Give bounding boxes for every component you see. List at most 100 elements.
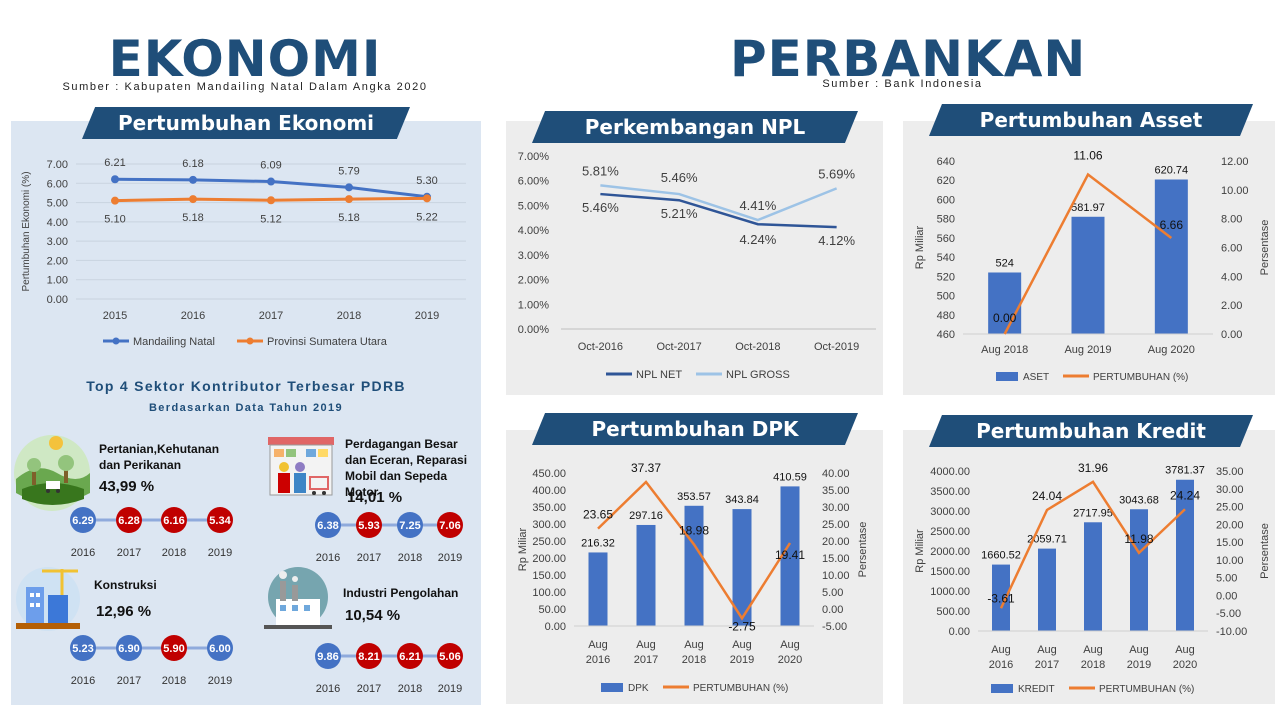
timeline-value: 6.28 — [118, 515, 139, 527]
timeline-value: 7.06 — [439, 520, 460, 532]
x-tick-label-year: 2018 — [1081, 659, 1105, 671]
agriculture-icon — [14, 435, 90, 511]
legend-label: PERTUMBUHAN (%) — [1099, 684, 1194, 695]
y-tick-label: 0.00% — [518, 324, 549, 336]
data-label: 5.69% — [818, 166, 855, 181]
timeline-dot — [397, 643, 423, 669]
x-tick-label: Aug 2019 — [1064, 344, 1111, 356]
timeline-value: 6.00 — [209, 643, 230, 655]
timeline-value: 5.34 — [209, 515, 231, 527]
y-tick-label: 640 — [937, 156, 955, 168]
banner-npl: Perkembangan NPL — [532, 111, 858, 143]
y-tick-label: 400.00 — [532, 485, 566, 497]
line-label: 37.37 — [631, 461, 661, 475]
construction-icon — [16, 567, 80, 631]
data-label: 5.81% — [582, 163, 619, 178]
data-point — [267, 196, 275, 205]
timeline-dot — [161, 507, 187, 533]
y-tick-label: 0.00 — [949, 626, 970, 638]
timeline-dot — [397, 512, 423, 538]
data-label: 4.12% — [818, 233, 855, 248]
y2-tick-label: 0.00 — [1221, 329, 1242, 341]
timeline-year: 2016 — [71, 547, 95, 559]
y2-tick-label: 15.00 — [822, 553, 850, 565]
y-tick-label: 560 — [937, 233, 955, 245]
bar-label: 410.59 — [773, 471, 807, 483]
timeline-dot — [161, 635, 187, 661]
bar-label: 2717.95 — [1073, 507, 1113, 519]
ekonomi-title: EKONOMI — [108, 30, 382, 88]
y-tick-label: 200.00 — [532, 553, 566, 565]
data-label: 5.46% — [582, 200, 619, 215]
line-label: 11.06 — [1073, 149, 1102, 163]
bar-label: 1660.52 — [981, 550, 1021, 562]
timeline-value: 7.25 — [399, 520, 420, 532]
y-axis-title: Rp Miliar — [914, 529, 926, 573]
npl-panel — [506, 121, 883, 395]
y2-tick-label: 20.00 — [822, 536, 850, 548]
timeline-value: 5.90 — [163, 643, 184, 655]
top4-title: Top 4 Sektor Kontributor Terbesar PDRB — [86, 378, 406, 394]
y2-tick-label: -5.00 — [1216, 608, 1241, 620]
y-tick-label: 0.00 — [47, 294, 68, 306]
sector-3-name: Konstruksi — [94, 578, 157, 592]
y2-tick-label: 0.00 — [1216, 590, 1237, 602]
perbankan-title: PERBANKAN — [730, 30, 1087, 88]
timeline-year: 2017 — [357, 552, 381, 564]
data-point — [111, 175, 119, 184]
y-tick-label: 620 — [937, 175, 955, 187]
bar — [992, 564, 1010, 631]
legend-swatch-bar — [991, 684, 1013, 693]
timeline-dot — [437, 643, 463, 669]
timeline-year: 2019 — [208, 675, 232, 687]
x-tick-label-month: Aug — [780, 639, 800, 651]
y-tick-label: 500.00 — [936, 606, 970, 618]
bar — [1130, 509, 1148, 631]
y-tick-label: 3.00% — [518, 250, 549, 262]
y2-tick-label: 20.00 — [1216, 519, 1244, 531]
data-label: 5.46% — [661, 170, 698, 185]
banner-asset: Pertumbuhan Asset — [929, 104, 1253, 136]
bar — [732, 509, 752, 626]
sector-2-pct: 14,01 % — [347, 489, 403, 506]
y-tick-label: 5.00 — [47, 198, 68, 210]
x-tick-label: Oct-2016 — [578, 341, 623, 353]
data-point — [189, 175, 197, 184]
bar — [588, 552, 608, 626]
timeline-value: 9.86 — [317, 651, 338, 663]
legend-label: ASET — [1023, 372, 1049, 383]
timeline-year: 2018 — [162, 547, 186, 559]
sector-1-name: Pertanian,Kehutanan dan Perikanan — [99, 442, 220, 472]
y-tick-label: 1000.00 — [930, 586, 970, 598]
x-tick-label-month: Aug — [684, 639, 704, 651]
timeline-dot — [315, 643, 341, 669]
y-tick-label: 350.00 — [532, 502, 566, 514]
timeline-year: 2017 — [117, 547, 141, 559]
timeline-dot — [70, 635, 96, 661]
y2-tick-label: -10.00 — [1216, 626, 1247, 638]
data-label: 6.21 — [104, 157, 125, 169]
sector-1-pct: 43,99 % — [99, 478, 155, 495]
y-tick-label: 3500.00 — [930, 486, 970, 498]
timeline-dot — [356, 512, 382, 538]
top4-subtitle: Berdasarkan Data Tahun 2019 — [148, 402, 344, 414]
sector-4-timeline: 9.86 2016 8.21 2017 6.21 2018 5.06 2019 — [315, 643, 463, 695]
x-tick-label-month: Aug — [1129, 644, 1149, 656]
data-label: 6.18 — [182, 158, 203, 170]
trade-icon — [268, 437, 334, 496]
legend-label: NPL NET — [636, 369, 682, 381]
x-tick-label-year: 2017 — [1035, 659, 1059, 671]
y2-tick-label: 12.00 — [1221, 156, 1249, 168]
line-label: 19.41 — [775, 548, 805, 562]
banner-dpk: Pertumbuhan DPK — [532, 413, 858, 445]
y-tick-label: 0.00 — [545, 621, 566, 633]
line-label: 11.98 — [1124, 532, 1153, 546]
bar — [780, 486, 800, 626]
dpk-chart: 0.00 50.00 100.00 150.00 200.00 250.00 300.00 3… — [517, 461, 869, 694]
line-label: 23.65 — [583, 508, 613, 522]
line-label: 6.66 — [1160, 218, 1184, 232]
timeline-value: 6.29 — [72, 515, 93, 527]
data-label: 5.21% — [661, 206, 698, 221]
y-tick-label: 3.00 — [47, 236, 68, 248]
y2-tick-label: 5.00 — [822, 587, 843, 599]
